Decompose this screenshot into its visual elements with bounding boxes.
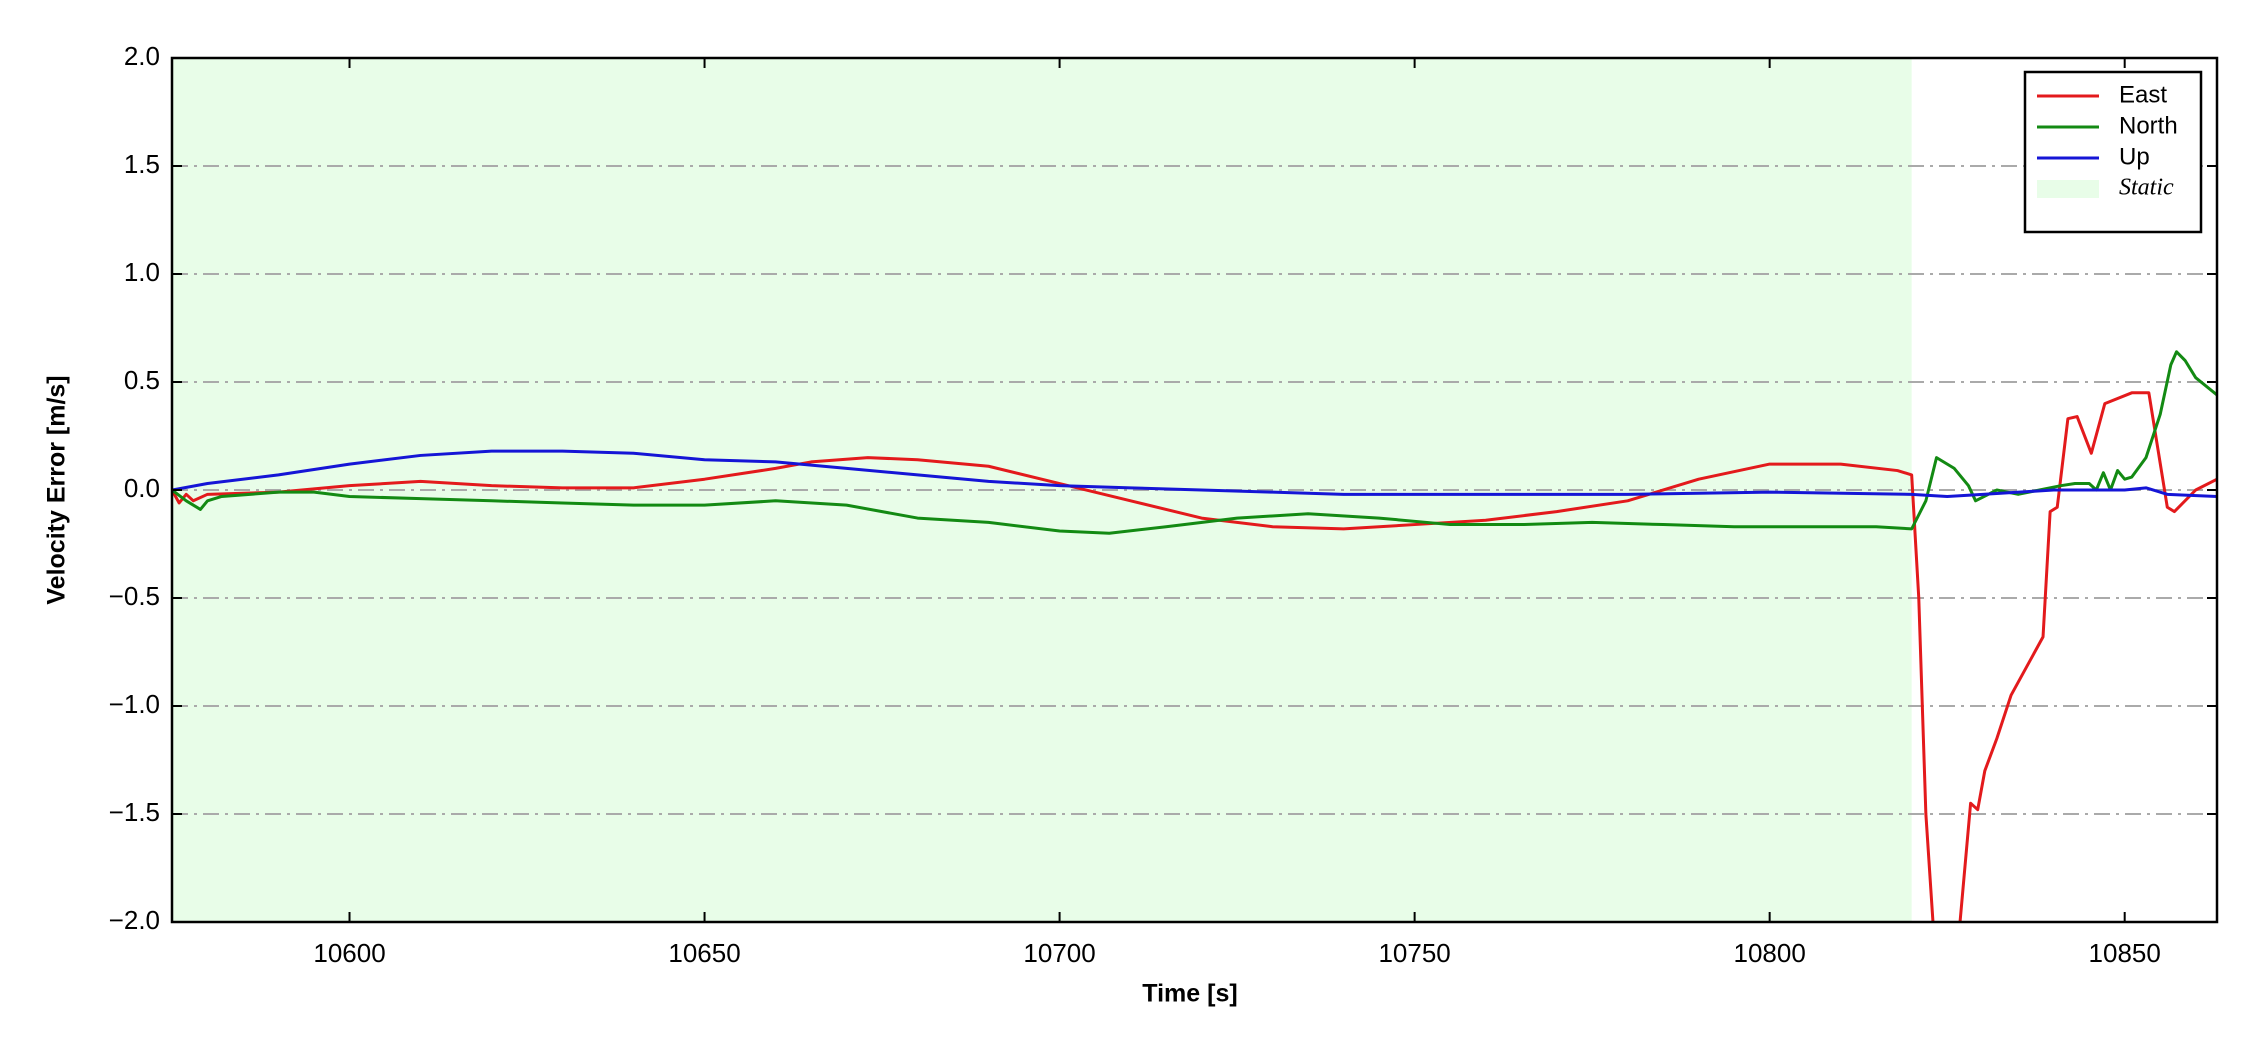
x-tick-label: 10750 [1378, 938, 1450, 968]
y-tick-label: 1.5 [124, 149, 160, 179]
y-tick-label: 1.0 [124, 257, 160, 287]
y-tick-label: 0.5 [124, 365, 160, 395]
y-tick-label: −2.0 [109, 905, 160, 935]
legend-label: Static [2119, 175, 2174, 201]
y-tick-label: 2.0 [124, 41, 160, 71]
x-axis-label: Time [s] [1142, 980, 1237, 1008]
x-tick-label: 10800 [1734, 938, 1806, 968]
y-tick-label: 0.0 [124, 473, 160, 503]
legend-label: North [2119, 112, 2178, 139]
x-tick-label: 10650 [668, 938, 740, 968]
legend-box [2023, 70, 2203, 234]
y-tick-label: −0.5 [109, 581, 160, 611]
legend-swatch [2037, 180, 2099, 198]
legend-label: East [2119, 81, 2167, 108]
y-tick-label: −1.0 [109, 689, 160, 719]
y-tick-label: −1.5 [109, 797, 160, 827]
legend-label: Up [2119, 143, 2150, 170]
series-line [172, 391, 2217, 922]
x-tick-label: 10700 [1023, 938, 1095, 968]
series-line [172, 350, 2217, 535]
series-line [172, 449, 2217, 498]
x-tick-label: 10850 [2089, 938, 2161, 968]
plot-area [172, 58, 2217, 922]
y-axis-label: Velocity Error [m/s] [43, 375, 71, 604]
x-tick-label: 10600 [313, 938, 385, 968]
